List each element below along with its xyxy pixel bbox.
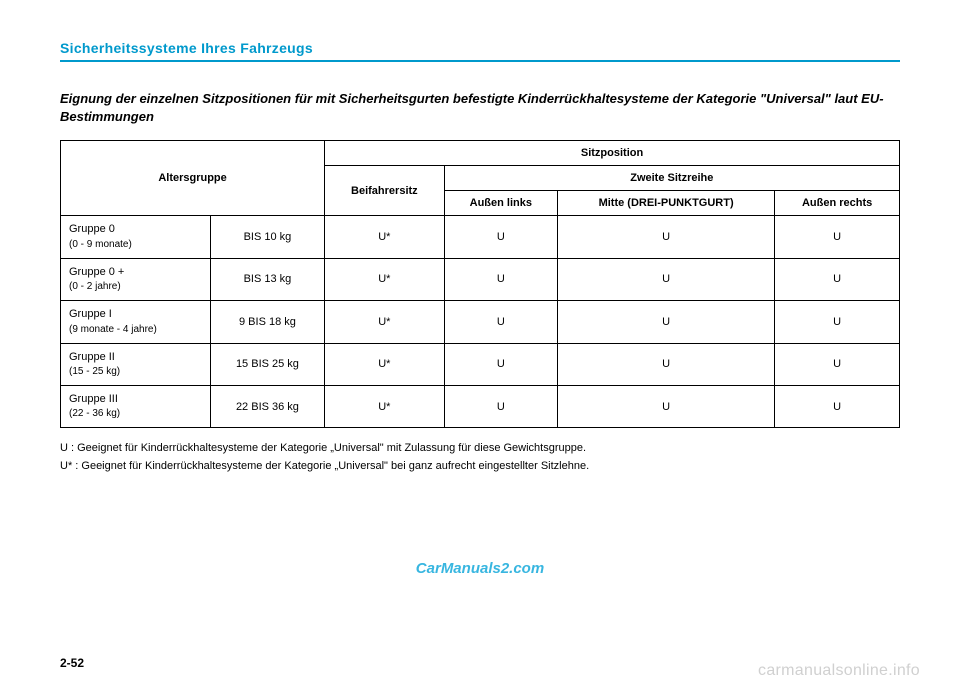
cell-beifahrer: U* [325,301,445,343]
section-header: Sicherheitssysteme Ihres Fahrzeugs [60,40,900,62]
table-row: Gruppe III(22 - 36 kg)22 BIS 36 kgU*UUU [61,385,900,427]
cell-rechts: U [775,385,900,427]
cell-group: Gruppe III(22 - 36 kg) [61,385,211,427]
th-mitte: Mitte (DREI-PUNKTGURT) [557,191,774,216]
cell-rechts: U [775,301,900,343]
cell-group: Gruppe 0 +(0 - 2 jahre) [61,258,211,300]
page-number: 2-52 [60,656,84,670]
cell-weight: BIS 13 kg [210,258,324,300]
cell-rechts: U [775,343,900,385]
cell-rechts: U [775,258,900,300]
cell-weight: 9 BIS 18 kg [210,301,324,343]
cell-links: U [444,216,557,258]
table-title: Eignung der einzelnen Sitzpositionen für… [60,90,900,126]
cell-mitte: U [557,301,774,343]
th-zweite: Zweite Sitzreihe [444,166,899,191]
table-row: Gruppe I(9 monate - 4 jahre)9 BIS 18 kgU… [61,301,900,343]
cell-group: Gruppe II(15 - 25 kg) [61,343,211,385]
cell-rechts: U [775,216,900,258]
th-links: Außen links [444,191,557,216]
watermark-carmanuals2: CarManuals2.com [416,560,544,577]
legend-u: U : Geeignet für Kinderrückhaltesysteme … [60,440,900,458]
th-sitzposition: Sitzposition [325,141,900,166]
table-body: Gruppe 0(0 - 9 monate)BIS 10 kgU*UUUGrup… [61,216,900,428]
table-row: Gruppe 0(0 - 9 monate)BIS 10 kgU*UUU [61,216,900,258]
cell-beifahrer: U* [325,216,445,258]
cell-mitte: U [557,216,774,258]
cell-group: Gruppe 0(0 - 9 monate) [61,216,211,258]
cell-weight: BIS 10 kg [210,216,324,258]
cell-mitte: U [557,343,774,385]
cell-links: U [444,385,557,427]
cell-beifahrer: U* [325,258,445,300]
legend: U : Geeignet für Kinderrückhaltesysteme … [60,440,900,475]
cell-weight: 15 BIS 25 kg [210,343,324,385]
th-rechts: Außen rechts [775,191,900,216]
cell-beifahrer: U* [325,385,445,427]
table-row: Gruppe II(15 - 25 kg)15 BIS 25 kgU*UUU [61,343,900,385]
cell-mitte: U [557,385,774,427]
cell-links: U [444,301,557,343]
suitability-table: Altersgruppe Sitzposition Beifahrersitz … [60,140,900,428]
cell-links: U [444,258,557,300]
th-altersgruppe: Altersgruppe [61,141,325,216]
table-row: Gruppe 0 +(0 - 2 jahre)BIS 13 kgU*UUU [61,258,900,300]
legend-ustar: U* : Geeignet für Kinderrückhaltesysteme… [60,458,900,476]
cell-mitte: U [557,258,774,300]
watermark-carmanualsonline: carmanualsonline.info [758,662,920,680]
cell-group: Gruppe I(9 monate - 4 jahre) [61,301,211,343]
cell-weight: 22 BIS 36 kg [210,385,324,427]
cell-links: U [444,343,557,385]
th-beifahrer: Beifahrersitz [325,166,445,216]
cell-beifahrer: U* [325,343,445,385]
